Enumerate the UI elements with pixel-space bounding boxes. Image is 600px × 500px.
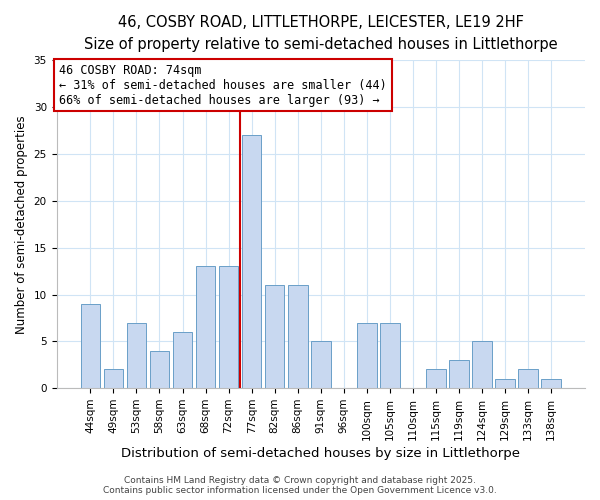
Bar — [219, 266, 238, 388]
Bar — [80, 304, 100, 388]
Y-axis label: Number of semi-detached properties: Number of semi-detached properties — [15, 115, 28, 334]
Bar — [149, 350, 169, 388]
Bar — [196, 266, 215, 388]
Bar — [265, 285, 284, 388]
Bar — [496, 379, 515, 388]
Bar — [518, 370, 538, 388]
Bar — [288, 285, 308, 388]
Bar — [104, 370, 123, 388]
Text: Contains HM Land Registry data © Crown copyright and database right 2025.
Contai: Contains HM Land Registry data © Crown c… — [103, 476, 497, 495]
Bar — [380, 322, 400, 388]
Bar — [173, 332, 193, 388]
Text: 46 COSBY ROAD: 74sqm
← 31% of semi-detached houses are smaller (44)
66% of semi-: 46 COSBY ROAD: 74sqm ← 31% of semi-detac… — [59, 64, 387, 106]
Bar — [426, 370, 446, 388]
Bar — [357, 322, 377, 388]
Title: 46, COSBY ROAD, LITTLETHORPE, LEICESTER, LE19 2HF
Size of property relative to s: 46, COSBY ROAD, LITTLETHORPE, LEICESTER,… — [84, 15, 557, 52]
Bar — [127, 322, 146, 388]
Bar — [311, 342, 331, 388]
Bar — [242, 136, 262, 388]
Bar — [541, 379, 561, 388]
X-axis label: Distribution of semi-detached houses by size in Littlethorpe: Distribution of semi-detached houses by … — [121, 447, 520, 460]
Bar — [472, 342, 492, 388]
Bar — [449, 360, 469, 388]
